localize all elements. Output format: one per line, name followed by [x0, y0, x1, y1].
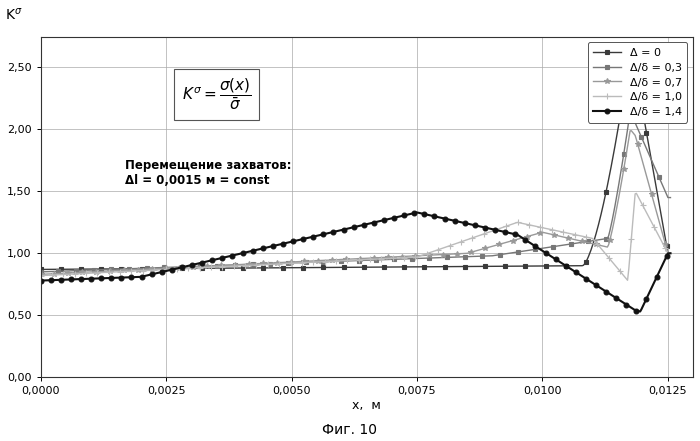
Δ/δ = 1,4: [412, 210, 420, 216]
Δ/δ = 0,7: [666, 250, 675, 256]
Δ = 0: [340, 265, 348, 270]
Δ/δ = 1,0: [412, 254, 420, 260]
Δ = 0: [666, 250, 675, 256]
Text: Фиг. 10: Фиг. 10: [323, 422, 377, 437]
Line: Δ/δ = 0,3: Δ/δ = 0,3: [39, 111, 672, 273]
Δ = 0: [335, 265, 344, 270]
Δ/δ = 0,3: [377, 257, 386, 262]
Δ/δ = 1,0: [624, 278, 632, 283]
Δ/δ = 1,0: [553, 228, 561, 233]
Text: Перемещение захватов:
Δl = 0,0015 м = const: Перемещение захватов: Δl = 0,0015 м = co…: [125, 159, 292, 187]
Δ = 0: [652, 187, 661, 192]
Δ = 0: [553, 263, 561, 269]
Δ/δ = 0,7: [627, 128, 636, 133]
Δ/δ = 1,4: [340, 227, 348, 232]
X-axis label: x,  м: x, м: [352, 399, 382, 412]
Δ/δ = 0,3: [652, 169, 661, 174]
Δ/δ = 0,7: [652, 209, 661, 215]
Δ/δ = 1,4: [636, 309, 645, 314]
Line: Δ = 0: Δ = 0: [39, 51, 672, 271]
Δ/δ = 1,4: [335, 228, 344, 233]
Δ/δ = 0,3: [335, 258, 344, 264]
Δ/δ = 1,0: [666, 250, 675, 256]
Δ/δ = 1,4: [412, 210, 421, 215]
Line: Δ/δ = 1,0: Δ/δ = 1,0: [37, 190, 674, 284]
Δ/δ = 1,0: [377, 256, 386, 262]
Δ/δ = 1,4: [554, 258, 562, 263]
Δ/δ = 1,0: [340, 258, 348, 263]
Δ/δ = 0,3: [412, 256, 420, 261]
Δ/δ = 0,3: [553, 243, 561, 249]
Legend: Δ = 0, Δ/δ = 0,3, Δ/δ = 0,7, Δ/δ = 1,0, Δ/δ = 1,4: Δ = 0, Δ/δ = 0,3, Δ/δ = 0,7, Δ/δ = 1,0, …: [587, 42, 687, 123]
Δ = 0: [626, 50, 634, 56]
Δ/δ = 1,0: [632, 191, 640, 196]
Δ/δ = 0,3: [626, 110, 634, 115]
Δ/δ = 0,7: [553, 233, 561, 238]
Δ = 0: [412, 264, 420, 269]
Δ/δ = 0,7: [340, 257, 348, 262]
Δ/δ = 0,7: [36, 272, 45, 277]
Δ/δ = 1,0: [36, 273, 45, 278]
Δ = 0: [36, 267, 45, 272]
Line: Δ/δ = 0,7: Δ/δ = 0,7: [38, 128, 673, 277]
Δ/δ = 0,3: [340, 258, 348, 264]
Δ/δ = 1,4: [666, 250, 675, 256]
Δ/δ = 0,3: [36, 269, 45, 275]
Δ/δ = 0,7: [335, 257, 344, 262]
Δ/δ = 0,3: [666, 195, 675, 200]
Δ/δ = 1,4: [654, 272, 662, 277]
Δ/δ = 0,7: [412, 253, 420, 258]
Text: K$^{\sigma}$: K$^{\sigma}$: [5, 7, 22, 23]
Δ/δ = 1,4: [377, 218, 386, 224]
Δ = 0: [377, 265, 386, 270]
Line: Δ/δ = 1,4: Δ/δ = 1,4: [38, 210, 673, 314]
Δ/δ = 1,4: [36, 278, 45, 283]
Text: $K^{\sigma} = \dfrac{\sigma(x)}{\bar{\sigma}}$: $K^{\sigma} = \dfrac{\sigma(x)}{\bar{\si…: [182, 76, 251, 112]
Δ/δ = 1,0: [654, 232, 662, 237]
Δ/δ = 0,7: [377, 255, 386, 260]
Δ/δ = 1,0: [335, 258, 344, 263]
